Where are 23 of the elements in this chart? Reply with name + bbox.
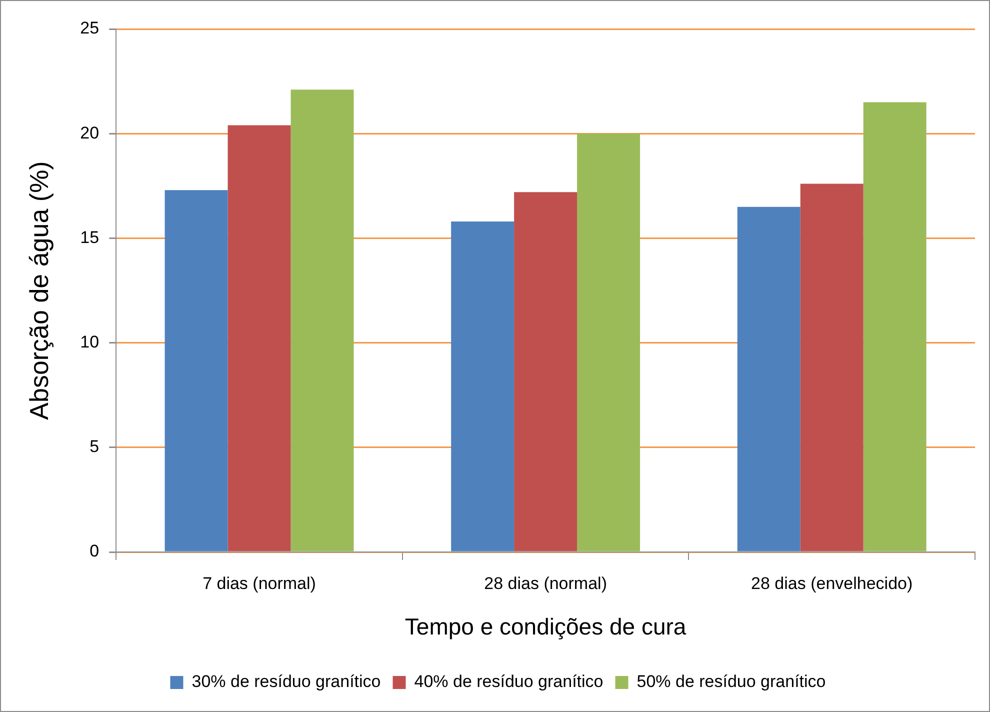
y-tick-label: 0 (90, 542, 100, 561)
y-tick-label: 15 (80, 228, 100, 247)
bar (737, 206, 800, 552)
y-tick-label: 5 (90, 437, 100, 456)
x-axis-title: Tempo e condições de cura (404, 614, 686, 640)
bar (800, 184, 864, 552)
bar (577, 134, 640, 552)
x-tick-label: 28 dias (envelhecido) (751, 574, 913, 593)
bar (228, 125, 291, 552)
y-axis-title: Absorção de água (%) (24, 161, 54, 420)
legend-label: 50% de resíduo granítico (636, 672, 826, 692)
bar (451, 221, 514, 552)
x-tick-label: 28 dias (normal) (484, 574, 607, 593)
bar (863, 102, 926, 552)
legend-label: 30% de resíduo granítico (192, 672, 381, 692)
y-tick-label: 25 (80, 18, 100, 38)
bar (164, 190, 228, 552)
x-tick-label: 7 dias (normal) (202, 574, 316, 593)
legend-label: 40% de resíduo granítico (414, 672, 604, 692)
bar (290, 90, 354, 552)
y-tick-label: 10 (80, 332, 100, 352)
y-tick-label: 20 (80, 123, 100, 142)
bar (514, 192, 578, 552)
